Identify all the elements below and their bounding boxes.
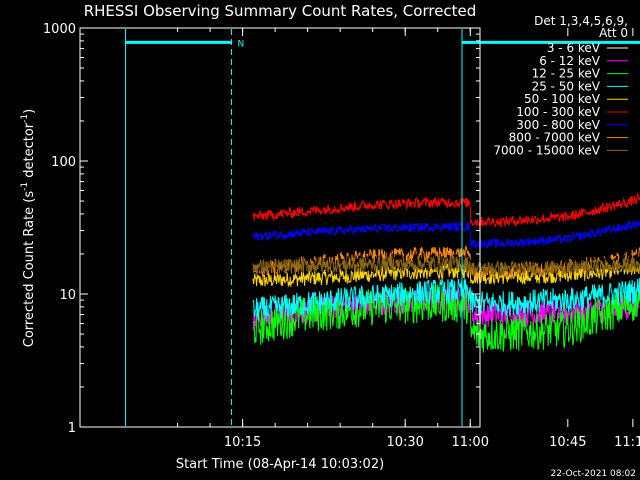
legend-label: 7000 - 15000 keV — [493, 143, 600, 157]
legend-label: 300 - 800 keV — [516, 118, 600, 132]
legend-label: 3 - 6 keV — [547, 41, 601, 55]
legend-label: 800 - 7000 keV — [509, 131, 601, 145]
night-annotation: N — [238, 39, 245, 49]
night-markers: N — [125, 29, 640, 426]
x-tick-label: 10:45 — [549, 435, 586, 450]
legend-header-line1: Det 1,3,4,5,6,9, — [534, 14, 628, 28]
legend-label: 50 - 100 keV — [524, 92, 601, 106]
series-layer — [252, 192, 640, 353]
legend-label: 12 - 25 keV — [532, 67, 601, 81]
series-line — [252, 284, 640, 353]
y-tick-label: 10 — [59, 288, 76, 303]
y-axis: 1 10 100 1000 — [43, 22, 480, 436]
timestamp: 22-Oct-2021 08:02 — [551, 469, 636, 479]
x-tick-label: 10:15 — [224, 435, 261, 450]
x-tick-label: 11:15 — [614, 435, 640, 450]
series-line — [252, 260, 640, 287]
y-axis-label-exp2: -1 — [20, 114, 30, 123]
y-axis-label-exp1: -1 — [20, 182, 30, 191]
y-axis-label: Corrected Count Rate (s-1 detector-1) — [20, 109, 37, 347]
legend-label: 25 - 50 keV — [532, 79, 601, 93]
series-line — [252, 220, 640, 250]
y-tick-label: 1 — [68, 421, 76, 436]
y-axis-label-close: ) — [22, 109, 37, 114]
legend-header-line2: Att 0 — [599, 26, 628, 40]
x-tick-label: 10:30 — [386, 435, 423, 450]
y-tick-label: 1000 — [43, 22, 76, 37]
x-tick-label: 11:00 — [452, 435, 489, 450]
legend-label: 100 - 300 keV — [516, 105, 600, 119]
plot-frame — [79, 27, 481, 428]
y-axis-label-detector: detector — [22, 122, 37, 182]
chart-title: RHESSI Observing Summary Count Rates, Co… — [84, 2, 477, 20]
y-axis-label-main: Corrected Count Rate (s — [22, 191, 37, 348]
series-line — [252, 278, 640, 322]
y-tick-label: 100 — [51, 155, 76, 170]
series-line — [252, 256, 640, 278]
legend-label: 6 - 12 keV — [539, 54, 601, 68]
series-line — [252, 287, 640, 332]
series-line — [252, 192, 640, 228]
x-axis-label: Start Time (08-Apr-14 10:03:02) — [176, 457, 384, 472]
